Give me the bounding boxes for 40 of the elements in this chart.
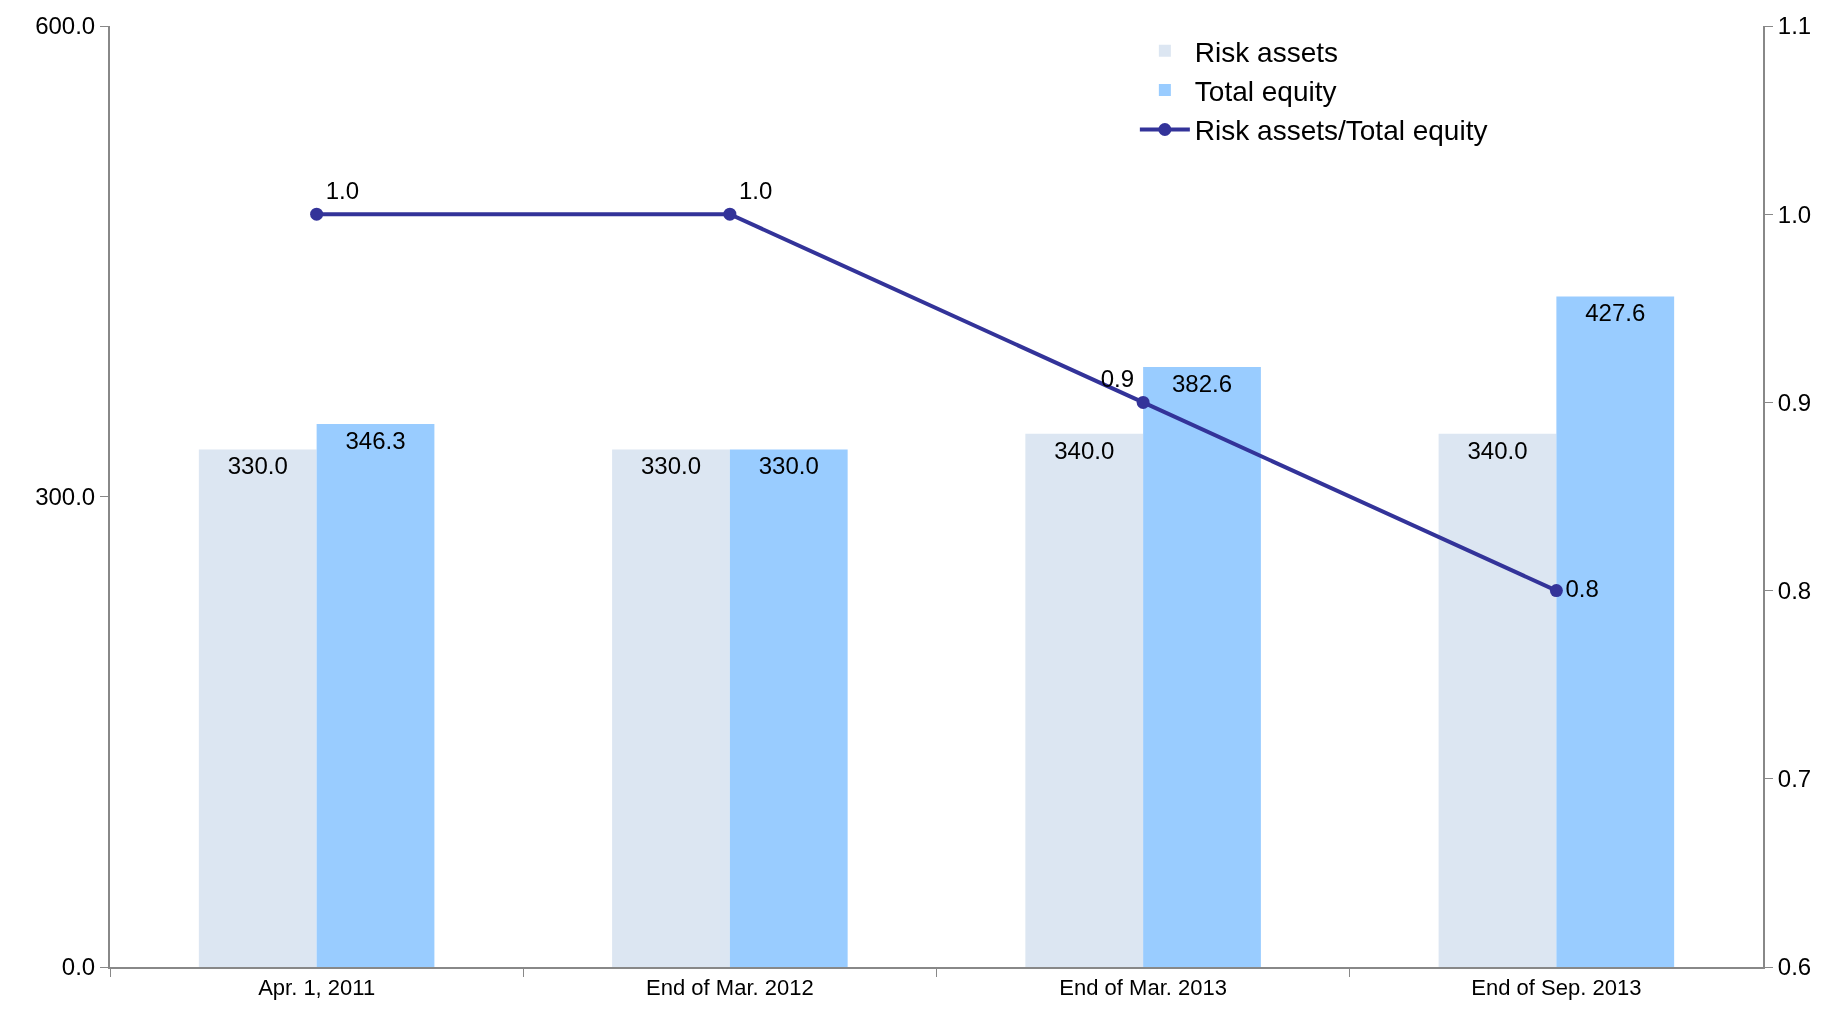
y-tick-label: 600.0 bbox=[35, 12, 96, 40]
x-tick-label: Apr. 1, 2011 bbox=[258, 975, 376, 1001]
x-tick-label: End of Sep. 2013 bbox=[1471, 975, 1642, 1001]
legend-label: Risk assets bbox=[1194, 36, 1339, 68]
legend-label: Risk assets/Total equity bbox=[1194, 115, 1488, 147]
legend-label: Total equity bbox=[1194, 76, 1337, 108]
bar bbox=[1556, 296, 1675, 967]
data-label: 427.6 bbox=[1585, 299, 1646, 327]
data-label: 330.0 bbox=[758, 452, 819, 480]
point bbox=[1136, 395, 1150, 409]
x-tick-label: End of Mar. 2012 bbox=[646, 975, 814, 1001]
bar bbox=[1025, 433, 1144, 967]
data-label: 1.0 bbox=[739, 177, 773, 205]
bar bbox=[612, 449, 730, 967]
data-label: 1.0 bbox=[325, 177, 360, 205]
point bbox=[1549, 584, 1563, 598]
data-label: 0.9 bbox=[1100, 365, 1135, 393]
point bbox=[310, 207, 324, 221]
y2-tick-label: 0.9 bbox=[1777, 388, 1812, 416]
bar bbox=[1438, 433, 1557, 967]
y2-tick-label: 1.0 bbox=[1777, 200, 1812, 228]
data-label: 382.6 bbox=[1171, 369, 1233, 397]
x-tick-label: End of Mar. 2013 bbox=[1059, 975, 1227, 1001]
data-label: 346.3 bbox=[345, 426, 406, 454]
bar bbox=[1143, 366, 1261, 967]
data-label: 330.0 bbox=[640, 452, 702, 480]
y2-tick-label: 0.6 bbox=[1777, 953, 1812, 981]
y2-tick-label: 1.1 bbox=[1777, 12, 1812, 40]
y2-tick-label: 0.8 bbox=[1777, 577, 1812, 604]
data-label: 340.0 bbox=[1054, 436, 1115, 464]
y-tick-label: 300.0 bbox=[35, 482, 96, 510]
bar bbox=[198, 449, 317, 967]
bar bbox=[316, 423, 435, 967]
y2-tick-label: 0.7 bbox=[1777, 765, 1812, 793]
point bbox=[723, 207, 737, 221]
data-label: 0.8 bbox=[1565, 574, 1599, 602]
data-label: 340.0 bbox=[1467, 436, 1528, 464]
data-label: 330.0 bbox=[227, 452, 288, 480]
bar bbox=[729, 449, 848, 967]
y-tick-label: 0.0 bbox=[61, 953, 96, 981]
